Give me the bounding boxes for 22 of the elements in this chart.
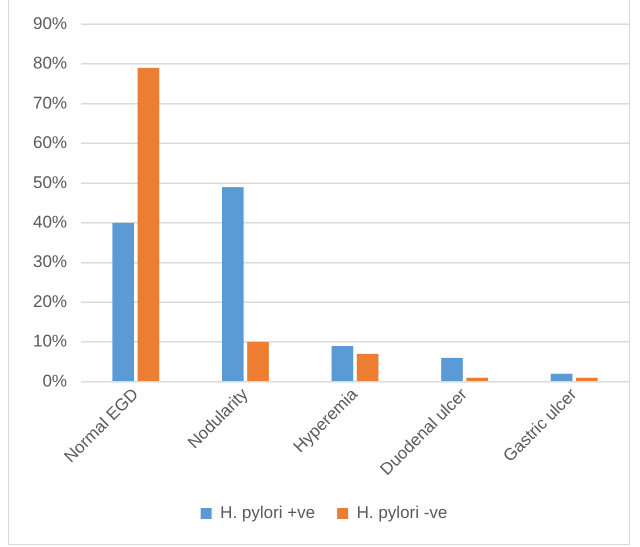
y-tick-label: 50% <box>32 172 68 192</box>
bar <box>222 187 244 381</box>
bar <box>112 222 134 381</box>
bar <box>466 378 488 381</box>
y-tick-label: 30% <box>32 252 68 272</box>
bar <box>441 358 463 381</box>
y-tick-label: 0% <box>42 371 68 390</box>
y-tick-label: 10% <box>32 332 68 351</box>
y-tick-label: 20% <box>32 292 68 311</box>
y-tick-label: 60% <box>32 133 68 152</box>
bar <box>247 342 269 381</box>
y-tick-label: 40% <box>32 212 68 232</box>
legend-label: H. pylori -ve <box>356 503 448 522</box>
legend-label: H. pylori +ve <box>220 503 316 522</box>
bar <box>576 378 598 381</box>
y-tick-label: 80% <box>32 54 68 73</box>
y-tick-label: 70% <box>32 93 68 112</box>
y-tick-label: 90% <box>32 14 68 33</box>
bar <box>356 354 378 381</box>
bar <box>550 374 572 381</box>
bar <box>138 68 160 381</box>
bar <box>332 346 354 381</box>
